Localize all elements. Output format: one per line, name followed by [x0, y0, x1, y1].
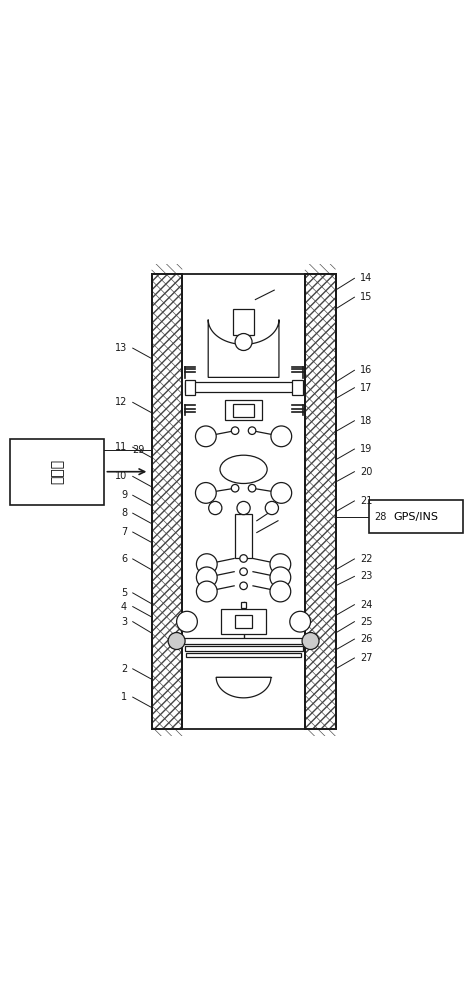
Polygon shape: [208, 320, 279, 377]
Circle shape: [248, 484, 256, 492]
Circle shape: [302, 633, 319, 650]
Ellipse shape: [220, 455, 267, 483]
Bar: [10, 439, 105, 505]
Text: 26: 26: [360, 634, 372, 644]
Bar: [235, 615, 252, 628]
Bar: [233, 309, 254, 335]
Text: 17: 17: [360, 383, 372, 393]
Text: 11: 11: [115, 442, 127, 452]
Text: 6: 6: [121, 554, 127, 564]
Circle shape: [270, 581, 291, 602]
Text: 3: 3: [121, 617, 127, 627]
Bar: [241, 602, 246, 608]
Text: 10: 10: [115, 471, 127, 481]
Circle shape: [240, 568, 247, 575]
Bar: [183, 638, 304, 644]
Text: 24: 24: [360, 600, 372, 610]
Text: 27: 27: [360, 653, 373, 663]
Text: 15: 15: [360, 292, 372, 302]
Text: GPS/INS: GPS/INS: [393, 512, 438, 522]
Bar: [235, 514, 252, 558]
Bar: [368, 500, 463, 533]
Circle shape: [195, 483, 216, 503]
Text: 28: 28: [374, 512, 386, 522]
Text: 4: 4: [121, 602, 127, 612]
Text: 9: 9: [121, 490, 127, 500]
Circle shape: [231, 427, 239, 434]
Circle shape: [168, 633, 185, 650]
Text: 13: 13: [115, 343, 127, 353]
Circle shape: [271, 426, 292, 447]
Circle shape: [240, 555, 247, 562]
Circle shape: [248, 427, 256, 434]
Circle shape: [265, 501, 279, 515]
Circle shape: [196, 567, 217, 588]
Bar: [186, 653, 301, 657]
Circle shape: [290, 611, 311, 632]
Bar: [233, 404, 254, 417]
Text: 5: 5: [121, 588, 127, 598]
Bar: [152, 274, 182, 729]
Text: 21: 21: [360, 496, 372, 506]
Circle shape: [235, 334, 252, 350]
Bar: [184, 382, 303, 392]
Bar: [240, 503, 247, 509]
Circle shape: [240, 582, 247, 590]
Circle shape: [196, 581, 217, 602]
Text: 29: 29: [132, 445, 145, 455]
Circle shape: [209, 501, 222, 515]
Bar: [221, 609, 266, 634]
Bar: [152, 274, 182, 729]
Bar: [152, 274, 182, 729]
Text: 18: 18: [360, 416, 372, 426]
Text: 20: 20: [360, 467, 372, 477]
Polygon shape: [216, 677, 271, 698]
Text: 2: 2: [121, 664, 127, 674]
Bar: [305, 274, 335, 729]
Circle shape: [270, 567, 291, 588]
Circle shape: [271, 483, 292, 503]
Bar: [184, 646, 303, 651]
Bar: [182, 274, 305, 729]
Bar: [184, 380, 195, 395]
Circle shape: [270, 554, 291, 575]
Text: 计算机: 计算机: [50, 459, 64, 484]
Circle shape: [196, 554, 217, 575]
Bar: [305, 274, 335, 729]
Text: 19: 19: [360, 444, 372, 454]
Text: 1: 1: [121, 692, 127, 702]
Text: 8: 8: [121, 508, 127, 518]
Text: 22: 22: [360, 554, 373, 564]
Circle shape: [176, 611, 197, 632]
Text: 14: 14: [360, 273, 372, 283]
Circle shape: [237, 501, 250, 515]
Text: 7: 7: [121, 527, 127, 537]
Bar: [292, 380, 303, 395]
Text: 16: 16: [360, 365, 372, 375]
Text: 12: 12: [115, 397, 127, 407]
Text: 23: 23: [360, 571, 372, 581]
Circle shape: [195, 426, 216, 447]
Bar: [305, 274, 335, 729]
Bar: [225, 400, 263, 420]
Text: 25: 25: [360, 617, 373, 627]
Circle shape: [231, 484, 239, 492]
